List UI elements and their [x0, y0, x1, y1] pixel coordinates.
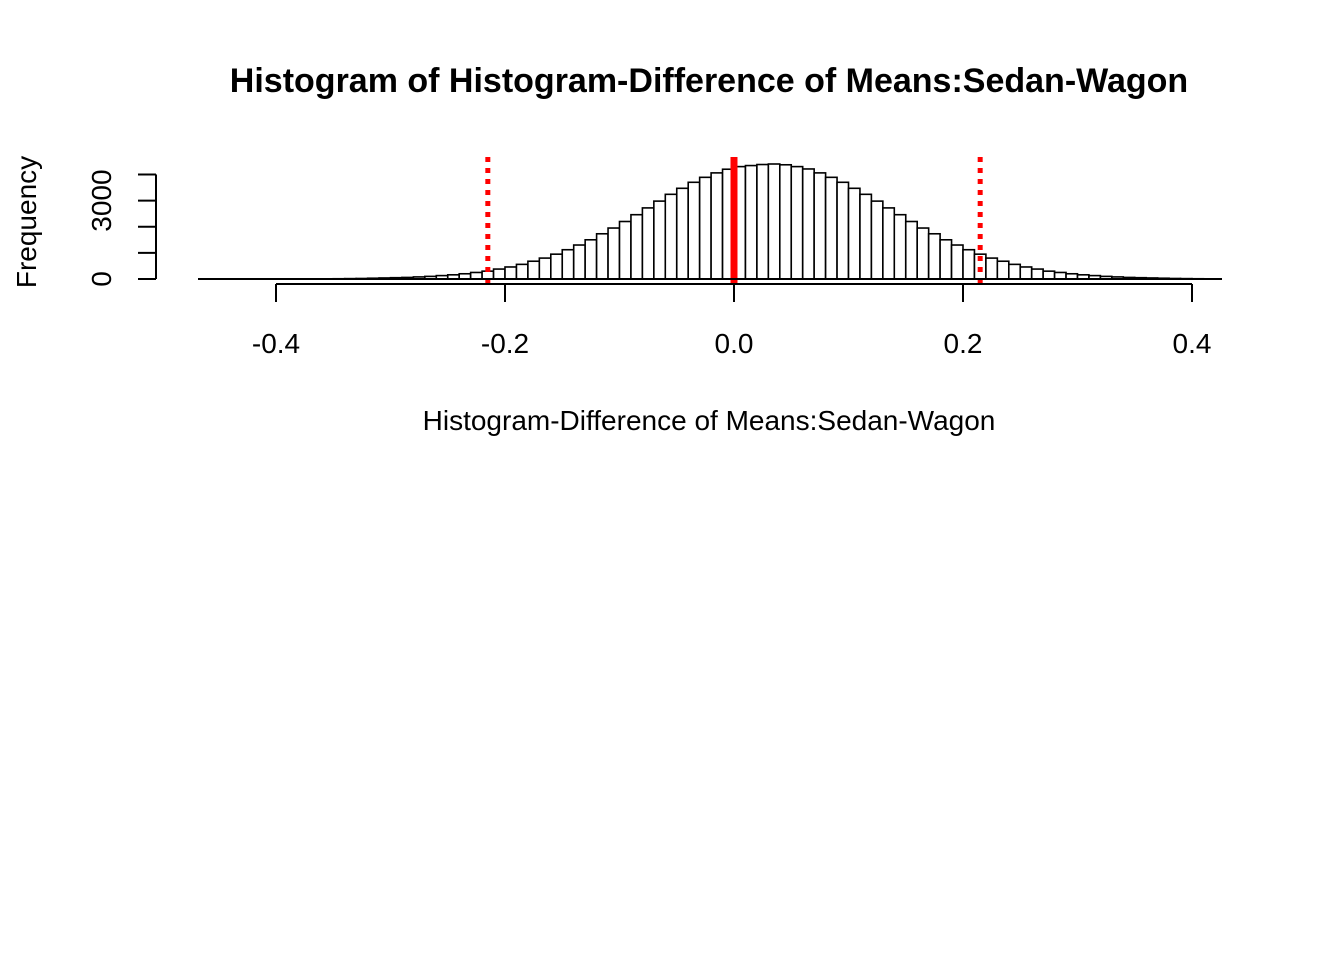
histogram-bar [996, 260, 1010, 280]
histogram-bar [481, 270, 495, 280]
reference-lines [485, 157, 983, 284]
histogram-bar [939, 238, 953, 280]
x-tick-label: 0.4 [1173, 328, 1212, 359]
histogram-bar [492, 268, 506, 280]
histogram-bar [527, 260, 541, 280]
histogram-bar [1042, 270, 1056, 280]
x-axis: -0.4 -0.2 0.0 0.2 0.4 [252, 283, 1212, 359]
histogram-bar [664, 193, 678, 280]
histogram-bar [607, 227, 621, 280]
histogram-bar [630, 213, 644, 280]
y-tick-label: 3000 [86, 169, 117, 231]
histogram-bar [710, 172, 724, 280]
histogram-bar [985, 257, 999, 280]
x-tick-label: 0.0 [715, 328, 754, 359]
histogram-bar [950, 244, 964, 280]
chart-title: Histogram of Histogram-Difference of Mea… [230, 62, 1188, 100]
histogram-bar [813, 172, 827, 280]
histogram-bar [687, 181, 701, 280]
histogram-bar [675, 187, 689, 280]
histogram-bar [595, 232, 609, 280]
histogram-bar [824, 176, 838, 280]
histogram-bar [859, 193, 873, 280]
histogram-bar [882, 207, 896, 280]
histogram-bar [538, 257, 552, 280]
histogram-bar [927, 232, 941, 280]
histogram-bar [1030, 268, 1044, 280]
histogram-bar [870, 200, 884, 280]
histogram-bar [561, 248, 575, 280]
histogram-bar [698, 176, 712, 280]
histogram-bar [1007, 263, 1022, 280]
histogram-bar [653, 200, 667, 280]
histogram-bar [515, 263, 529, 280]
histogram-bar [756, 163, 770, 280]
x-tick-label: 0.2 [944, 328, 983, 359]
x-tick-label: -0.4 [252, 328, 300, 359]
histogram-bar [744, 164, 758, 280]
histogram-bar [641, 207, 655, 280]
histogram-bar [893, 213, 907, 280]
x-axis-label: Histogram-Difference of Means:Sedan-Wago… [423, 405, 996, 436]
histogram-bar [962, 248, 976, 280]
x-tick-label: -0.2 [481, 328, 529, 359]
histogram-bar [904, 220, 918, 280]
y-axis-label: Frequency [11, 156, 42, 288]
histogram-bar [584, 238, 598, 280]
histogram-bar [549, 253, 564, 280]
histogram-bar [504, 266, 518, 280]
histogram-bar [618, 220, 632, 280]
histogram-bar [767, 163, 781, 280]
histogram-bars [320, 163, 1216, 280]
histogram-bar [790, 165, 804, 280]
histogram-bar [836, 181, 850, 280]
y-axis: 0 3000 [86, 169, 157, 287]
histogram-bar [1019, 266, 1033, 280]
y-tick-label: 0 [86, 271, 117, 287]
histogram-bar [847, 187, 861, 280]
histogram-bar [916, 227, 930, 280]
histogram-bar [778, 163, 793, 280]
histogram-bar [801, 168, 815, 280]
histogram-bar [572, 244, 586, 280]
